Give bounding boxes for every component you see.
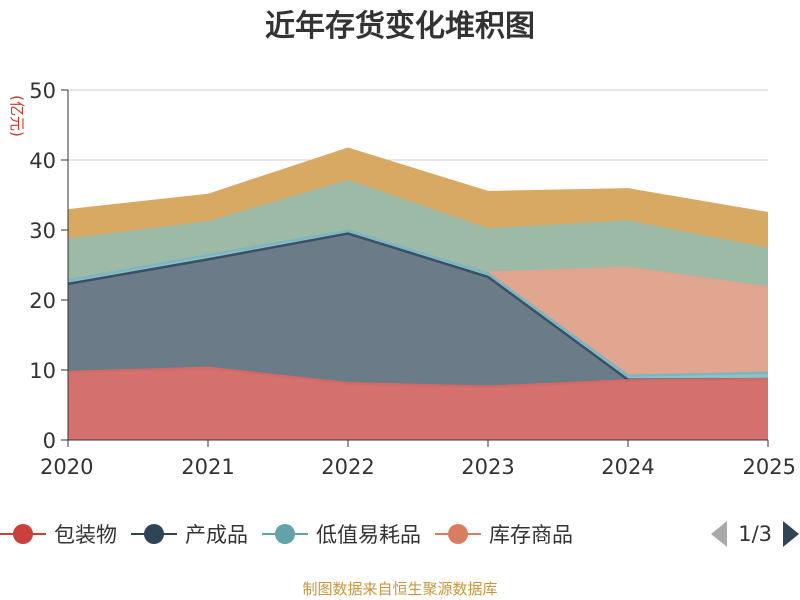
y-tick-label: 40 [29, 149, 56, 173]
next-page-icon[interactable] [782, 520, 800, 548]
legend-pager: 1/3 [710, 514, 800, 554]
y-axis-label: (亿元) [8, 95, 26, 137]
x-tick-label: 2024 [601, 455, 654, 479]
legend-marker-icon [262, 524, 308, 544]
x-tick-label: 2020 [40, 455, 93, 479]
legend: 包装物 产成品 低值易耗品 库存商品 [0, 514, 800, 554]
x-tick-label: 2023 [461, 455, 514, 479]
page-indicator: 1/3 [738, 522, 772, 546]
area-series-line-5 [67, 147, 769, 215]
x-tick-label: 2022 [321, 455, 374, 479]
y-tick-label: 20 [29, 289, 56, 313]
area-series-line-3 [487, 266, 769, 289]
legend-item[interactable]: 低值易耗品 [262, 519, 421, 549]
y-tick-label: 50 [29, 79, 56, 103]
x-tick-label: 2025 [743, 455, 796, 479]
legend-marker-icon [131, 524, 177, 544]
legend-item[interactable]: 包装物 [0, 519, 117, 549]
y-tick-label: 30 [29, 219, 56, 243]
area-series-line-4 [67, 179, 769, 251]
area-series-line-0 [67, 366, 769, 389]
legend-label: 库存商品 [489, 523, 573, 547]
legend-item[interactable]: 库存商品 [435, 519, 573, 549]
y-tick-label: 0 [43, 429, 56, 453]
legend-label: 低值易耗品 [316, 523, 421, 547]
legend-item[interactable]: 产成品 [131, 519, 248, 549]
prev-page-icon[interactable] [710, 520, 728, 548]
x-tick-label: 2021 [181, 455, 234, 479]
chart: 近年存货变化堆积图 (亿元) 0 10 20 30 40 50 2020 2021 2022 20… [8, 9, 796, 479]
legend-marker-icon [435, 524, 481, 544]
area-series-0 [68, 367, 768, 440]
plot-area [67, 147, 769, 441]
legend-label: 产成品 [185, 523, 248, 547]
chart-title: 近年存货变化堆积图 [265, 9, 535, 44]
legend-marker-icon [0, 524, 46, 544]
area-series-line-2 [67, 229, 769, 377]
axes: 0 10 20 30 40 50 2020 2021 2022 2023 2024 2025 [29, 79, 796, 479]
legend-label: 包装物 [54, 523, 117, 547]
data-source-note: 制图数据来自恒生聚源数据库 [302, 580, 498, 598]
y-tick-label: 10 [29, 359, 56, 383]
